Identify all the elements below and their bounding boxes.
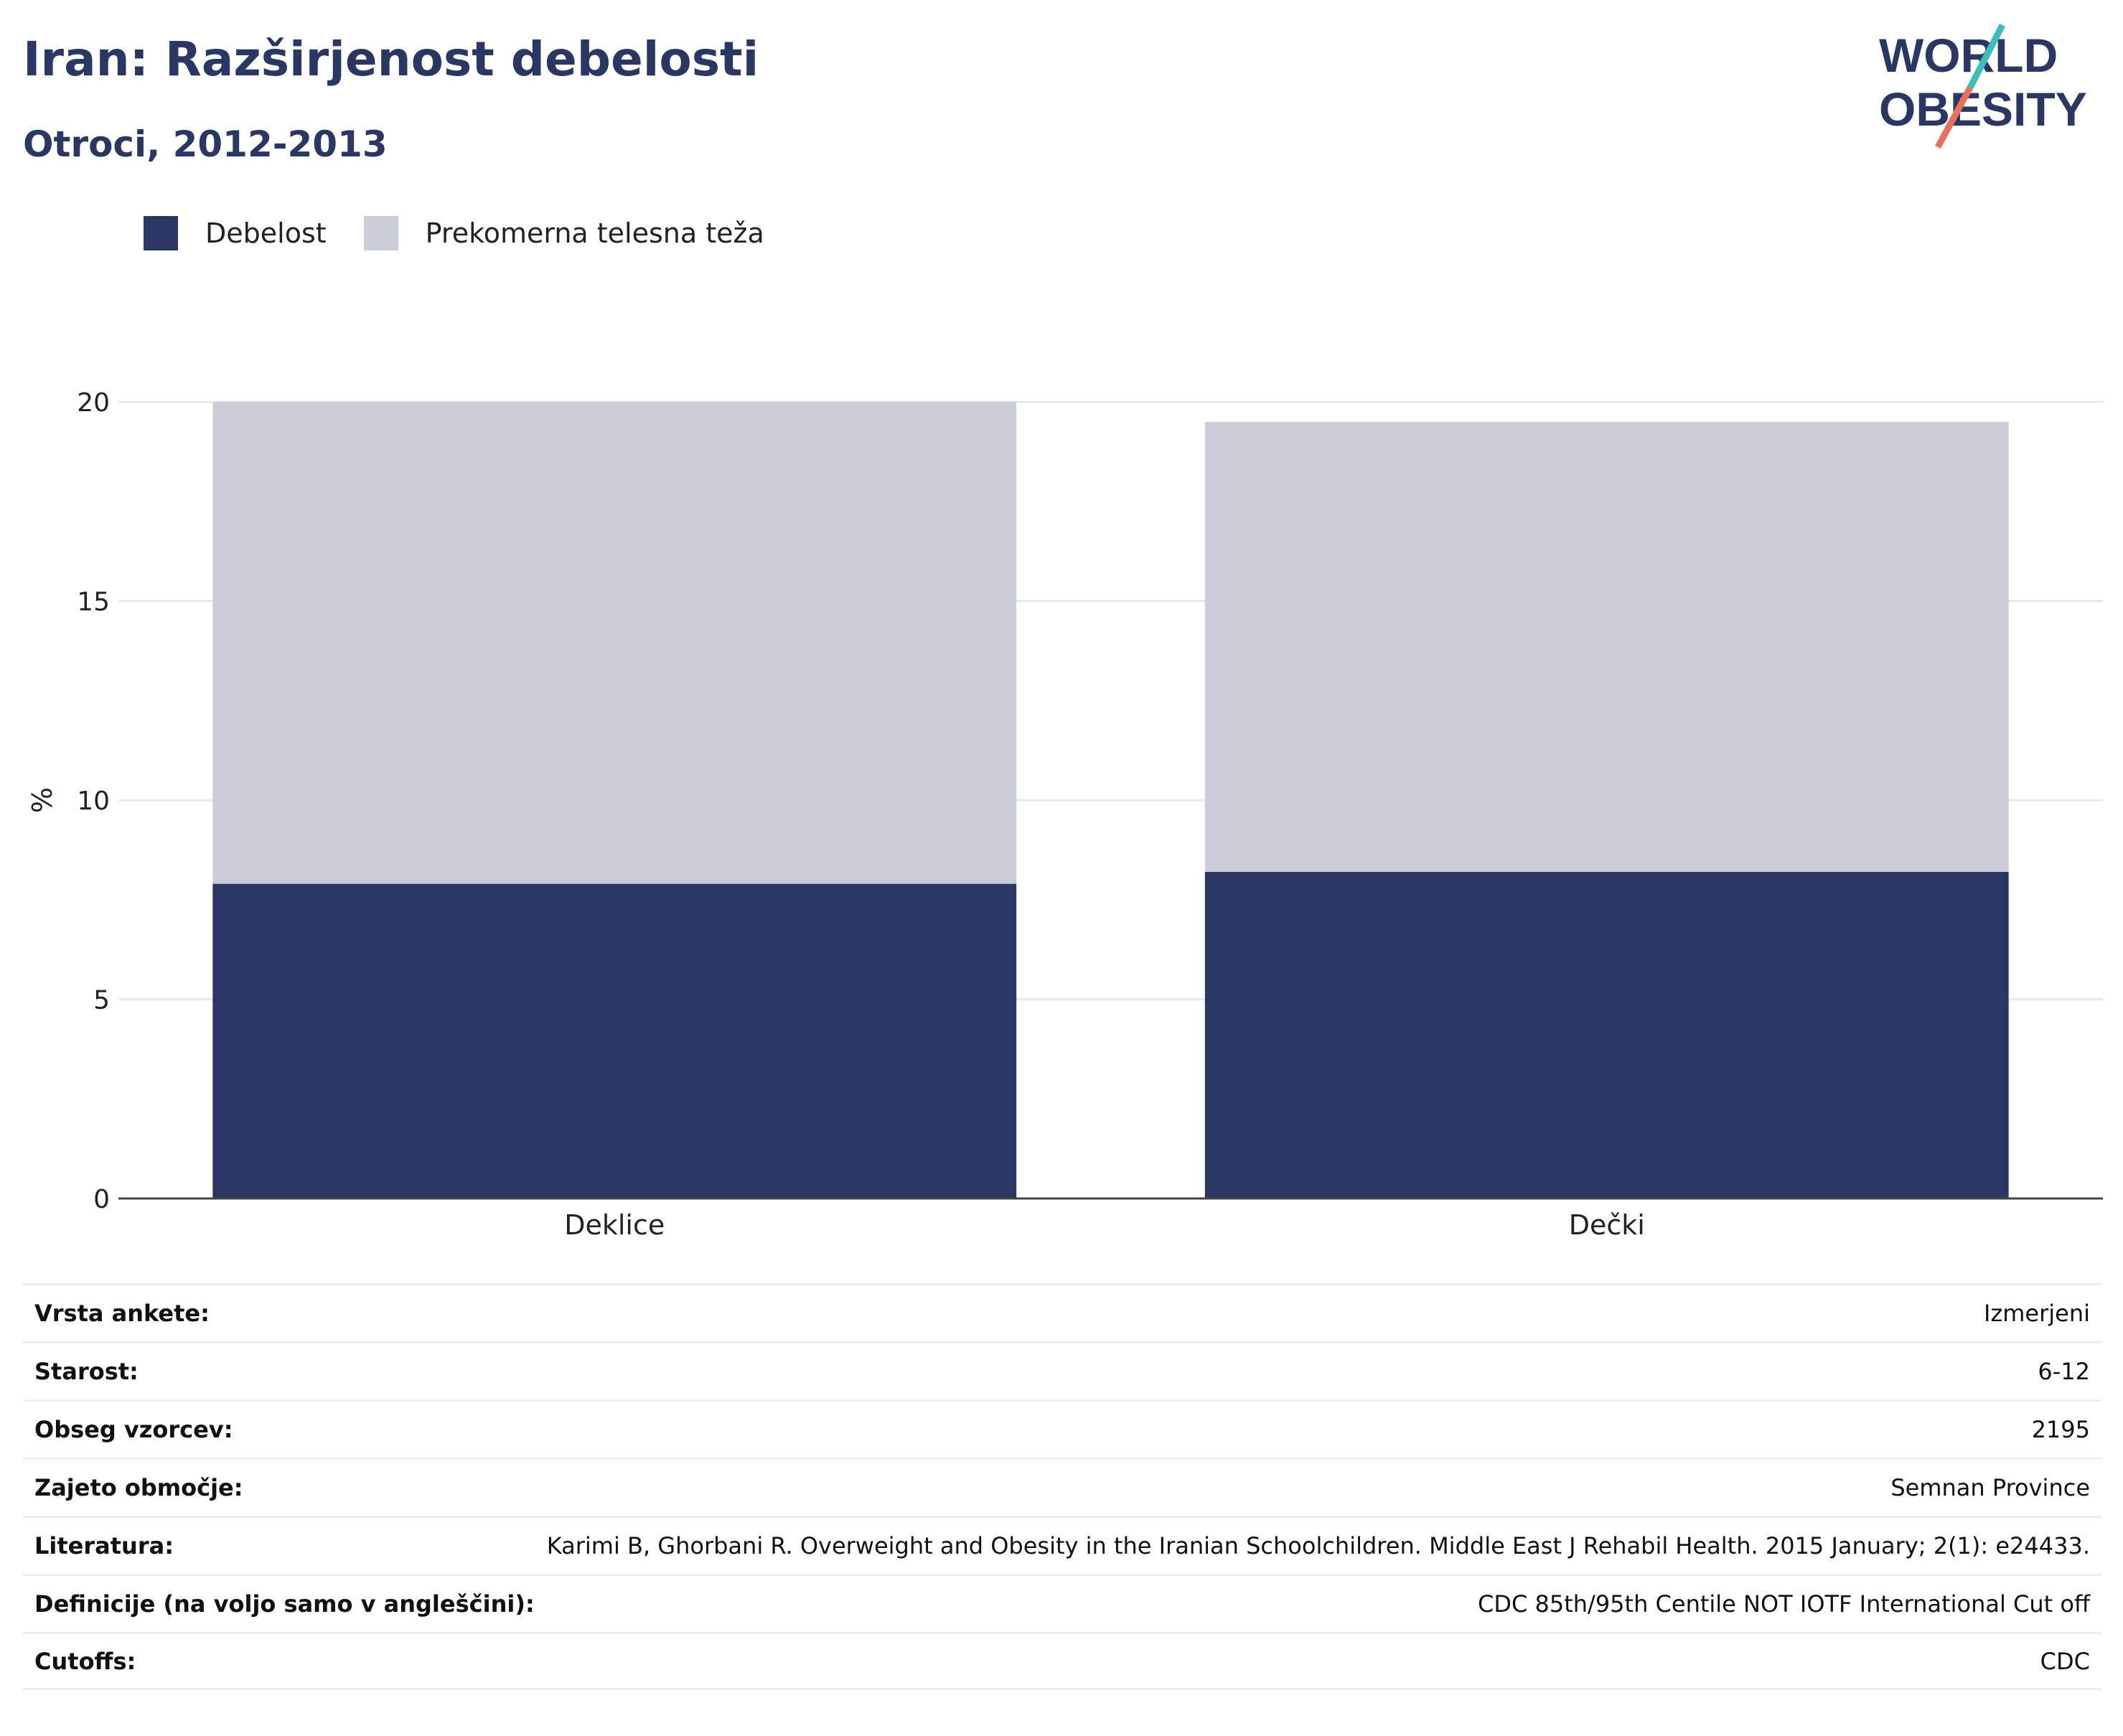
legend-label-debelost: Debelost: [205, 217, 327, 249]
legend: Debelost Prekomerna telesna teža: [144, 215, 802, 251]
y-tick-label: 10: [77, 787, 110, 816]
info-value: Izmerjeni: [1984, 1300, 2090, 1327]
bar-prekomerna: [1204, 421, 2009, 872]
bar-debelost: [212, 883, 1017, 1198]
info-value: 2195: [2031, 1416, 2090, 1443]
legend-swatch-debelost: [144, 216, 178, 250]
info-value: CDC: [2040, 1647, 2090, 1675]
info-label: Vrsta ankete:: [34, 1300, 210, 1327]
world-obesity-logo: WORLD OBESITY: [1879, 23, 2087, 149]
svg-text:OBESITY: OBESITY: [1879, 83, 2087, 136]
y-tick-label: 15: [77, 588, 110, 617]
info-value: Semnan Province: [1890, 1474, 2090, 1501]
legend-label-prekomerna: Prekomerna telesna teža: [425, 217, 764, 249]
page-title: Iran: Razširjenost debelosti: [23, 32, 759, 87]
info-row: Starost: 6-12: [23, 1341, 2101, 1399]
info-value: 6-12: [2038, 1358, 2090, 1385]
y-tick-label: 0: [93, 1185, 110, 1214]
info-label: Obseg vzorcev:: [34, 1416, 233, 1443]
y-tick-label: 20: [77, 388, 110, 418]
info-label: Literatura:: [34, 1532, 174, 1559]
legend-item-debelost[interactable]: Debelost: [144, 216, 327, 250]
x-tick-label: Deklice: [564, 1209, 665, 1241]
info-row: Definicije (na voljo samo v angleščini):…: [23, 1574, 2101, 1632]
legend-swatch-prekomerna: [363, 216, 398, 250]
info-label: Definicije (na voljo samo v angleščini):: [34, 1590, 535, 1618]
info-table: Vrsta ankete: Izmerjeni Starost: 6-12 Obseg …: [23, 1283, 2101, 1690]
bar-chart: 0 5 10 15 20% Deklice Dečki: [27, 388, 2103, 1241]
info-label: Zajeto območje:: [34, 1474, 243, 1501]
info-row: Literatura: Karimi B, Ghorbani R. Overwei…: [23, 1516, 2101, 1574]
x-tick-label: Dečki: [1569, 1209, 1645, 1241]
info-row: Obseg vzorcev: 2195: [23, 1399, 2101, 1458]
bar-debelost: [1204, 871, 2009, 1198]
info-label: Starost:: [34, 1358, 139, 1385]
info-value: Karimi B, Ghorbani R. Overweight and Obe…: [546, 1532, 2090, 1559]
info-row: Cutoffs: CDC: [23, 1632, 2101, 1690]
page-subtitle: Otroci, 2012-2013: [23, 123, 388, 165]
info-value: CDC 85th/95th Centile NOT IOTF Internati…: [1477, 1590, 2090, 1618]
info-row: Zajeto območje: Semnan Province: [23, 1458, 2101, 1516]
info-label: Cutoffs:: [34, 1647, 136, 1675]
legend-item-prekomerna[interactable]: Prekomerna telesna teža: [363, 216, 764, 250]
svg-text:WORLD: WORLD: [1879, 29, 2058, 82]
bar-prekomerna: [212, 402, 1017, 884]
y-tick-label: 5: [93, 986, 110, 1015]
y-axis-label: %: [27, 787, 58, 813]
info-row: Vrsta ankete: Izmerjeni: [23, 1283, 2101, 1341]
